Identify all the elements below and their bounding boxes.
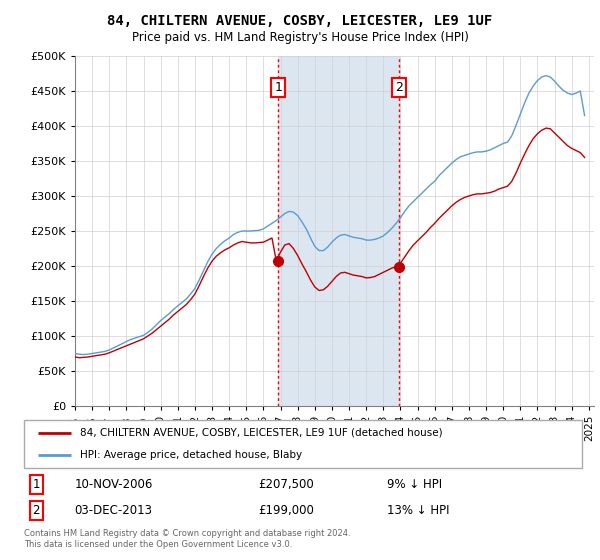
Text: 84, CHILTERN AVENUE, COSBY, LEICESTER, LE9 1UF (detached house): 84, CHILTERN AVENUE, COSBY, LEICESTER, L… [80,428,442,438]
Text: 1: 1 [32,478,40,491]
Text: HPI: Average price, detached house, Blaby: HPI: Average price, detached house, Blab… [80,450,302,460]
Text: 84, CHILTERN AVENUE, COSBY, LEICESTER, LE9 1UF: 84, CHILTERN AVENUE, COSBY, LEICESTER, L… [107,14,493,28]
Text: Price paid vs. HM Land Registry's House Price Index (HPI): Price paid vs. HM Land Registry's House … [131,31,469,44]
Text: 03-DEC-2013: 03-DEC-2013 [74,504,152,517]
Text: 13% ↓ HPI: 13% ↓ HPI [387,504,449,517]
FancyBboxPatch shape [24,420,582,468]
Text: 9% ↓ HPI: 9% ↓ HPI [387,478,442,491]
Text: £199,000: £199,000 [259,504,314,517]
Text: 10-NOV-2006: 10-NOV-2006 [74,478,152,491]
Text: £207,500: £207,500 [259,478,314,491]
Text: 1: 1 [274,81,282,94]
Text: Contains HM Land Registry data © Crown copyright and database right 2024.
This d: Contains HM Land Registry data © Crown c… [24,529,350,549]
Bar [278,56,399,406]
Text: 2: 2 [32,504,40,517]
Text: 2: 2 [395,81,403,94]
